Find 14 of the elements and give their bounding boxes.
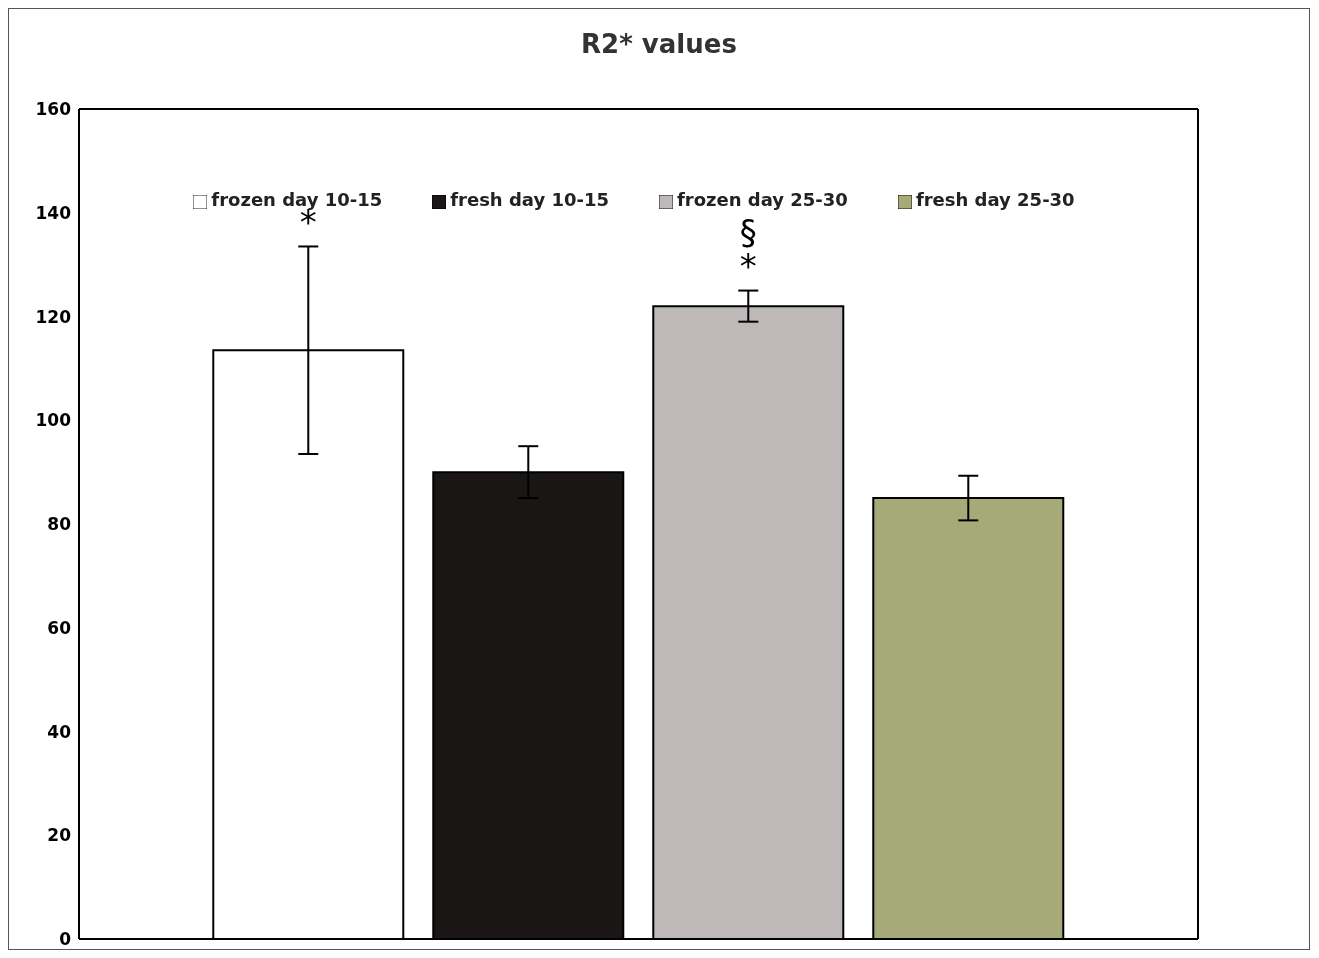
annotation: § bbox=[739, 212, 757, 253]
legend-label: fresh day 10-15 bbox=[450, 189, 609, 210]
y-tick-label: 100 bbox=[35, 410, 72, 431]
legend-label: frozen day 25-30 bbox=[677, 189, 848, 210]
y-tick-label: 0 bbox=[59, 929, 72, 950]
y-tick-label: 60 bbox=[47, 617, 72, 638]
chart-title: R2* values bbox=[580, 28, 738, 61]
y-tick-label: 120 bbox=[35, 306, 72, 327]
y-tick-label: 160 bbox=[35, 99, 72, 120]
y-tick-label: 80 bbox=[47, 514, 72, 535]
legend-label: fresh day 25-30 bbox=[915, 189, 1075, 210]
y-tick-label: 40 bbox=[47, 721, 72, 742]
y-tick-label: 140 bbox=[35, 202, 72, 223]
y-tick-label: 20 bbox=[47, 825, 72, 846]
